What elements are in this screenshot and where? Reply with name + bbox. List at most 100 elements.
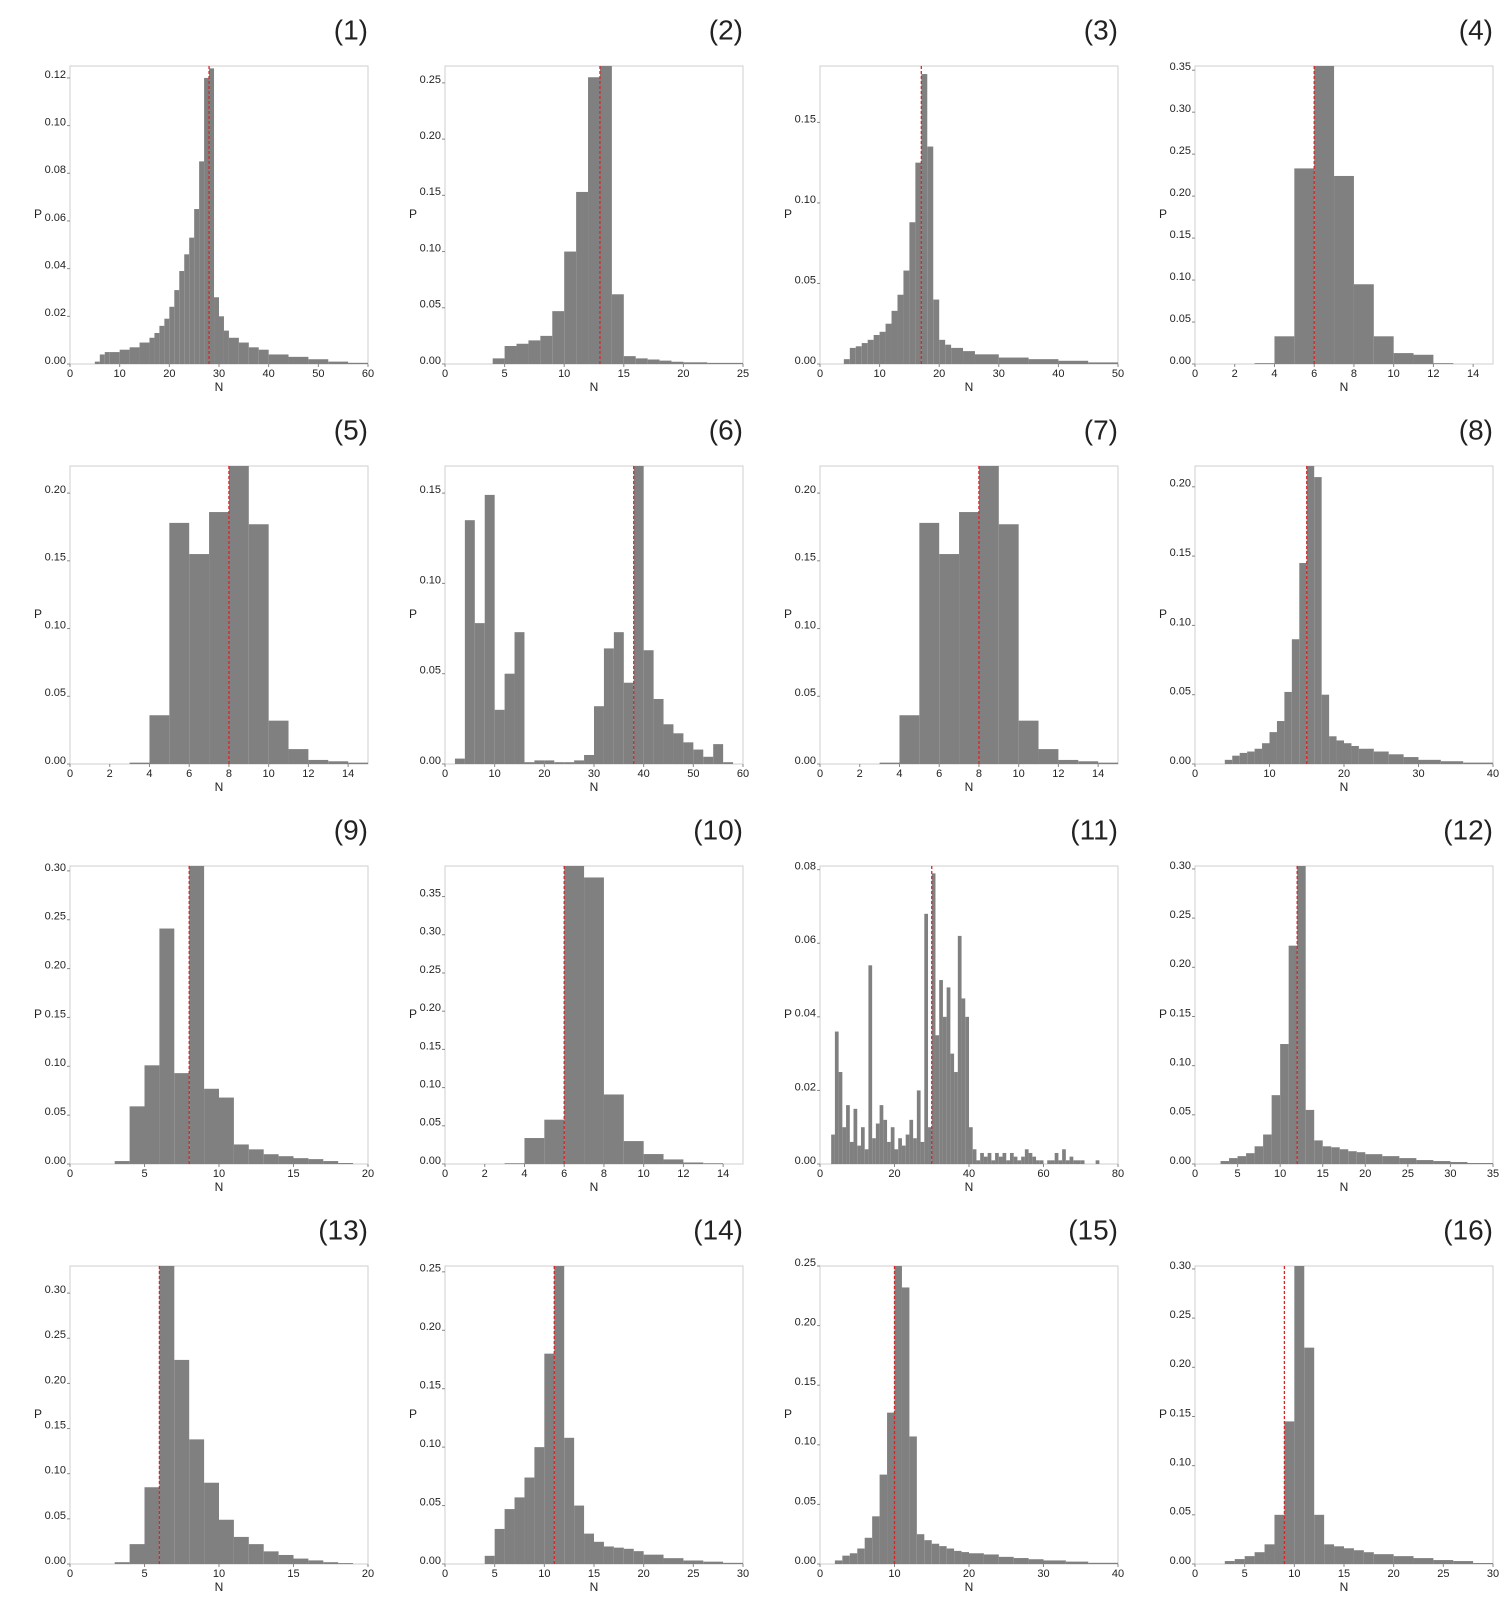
x-axis-label: N: [965, 1580, 974, 1594]
bar: [1062, 1149, 1066, 1164]
bar: [1348, 1151, 1357, 1164]
bar: [707, 362, 743, 364]
histogram-panel: 0.00 0.05 0.10 0.15 0.20 0.25 0 5 10 15 20 25 30 (14)…: [409, 1214, 749, 1594]
bar: [1246, 1153, 1255, 1164]
bar: [1339, 1149, 1349, 1164]
bar: [939, 980, 943, 1164]
x-tick-label: 0: [67, 1168, 73, 1180]
bar: [613, 1547, 624, 1564]
bar: [887, 1141, 891, 1164]
panel-title: (2): [709, 14, 743, 45]
bar: [1284, 691, 1292, 764]
bar: [1329, 736, 1337, 764]
panel-title: (3): [1084, 14, 1118, 45]
x-tick-label: 20: [963, 1568, 975, 1580]
bar: [1263, 1134, 1272, 1164]
x-tick-label: 25: [1437, 1568, 1449, 1580]
histogram-panel: 0.00 0.05 0.10 0.15 0.20 0.25 0.30 0 5 10 15 20 (13)…: [34, 1214, 374, 1594]
y-axis-label: P: [784, 1007, 792, 1021]
bar: [603, 1094, 624, 1164]
x-tick-label: 12: [302, 768, 314, 780]
bar: [1065, 1160, 1070, 1164]
bar: [154, 333, 160, 364]
x-tick-label: 40: [1112, 1568, 1124, 1580]
bar: [454, 758, 465, 764]
bar: [164, 318, 170, 364]
bar: [1334, 175, 1354, 364]
bar: [1013, 1156, 1018, 1164]
y-tick-label: 0.20: [45, 1374, 66, 1386]
x-tick-label: 14: [342, 768, 354, 780]
bar: [574, 760, 585, 764]
bar: [544, 760, 555, 764]
bar: [633, 466, 644, 764]
y-axis-label: P: [34, 607, 42, 621]
panel-title: (13): [318, 1214, 368, 1245]
panel-title: (6): [709, 414, 743, 445]
bar: [1276, 721, 1285, 764]
x-tick-label: 20: [933, 368, 945, 380]
y-tick-label: 0.25: [1170, 145, 1191, 157]
bar: [1463, 762, 1493, 764]
bar: [1077, 1160, 1081, 1164]
x-tick-label: 0: [817, 368, 823, 380]
bar: [1373, 336, 1394, 364]
bar: [1305, 1109, 1315, 1164]
bar: [1058, 360, 1089, 364]
x-axis-label: N: [965, 380, 974, 394]
bar: [894, 1266, 902, 1564]
y-tick-label: 0.15: [45, 552, 66, 564]
bar: [268, 354, 289, 364]
bar: [328, 361, 349, 364]
bar: [1028, 1559, 1044, 1564]
bar: [209, 512, 229, 764]
x-tick-label: 0: [67, 1568, 73, 1580]
bar: [588, 77, 600, 364]
x-tick-label: 40: [1487, 768, 1499, 780]
bar: [633, 1551, 644, 1564]
y-axis-label: P: [409, 1407, 417, 1421]
bar: [1331, 1147, 1340, 1164]
x-axis-label: N: [1340, 780, 1349, 794]
bar: [1294, 1266, 1305, 1564]
bar: [1254, 1146, 1264, 1164]
bar: [899, 715, 920, 764]
bar: [1038, 749, 1059, 764]
bar: [883, 1119, 888, 1164]
bar: [94, 361, 100, 364]
y-tick-label: 0.00: [420, 755, 441, 767]
y-axis-label: P: [1159, 207, 1167, 221]
bar: [909, 222, 916, 364]
y-tick-label: 0.15: [420, 1040, 441, 1052]
bar: [1234, 1559, 1245, 1564]
bar: [248, 524, 269, 764]
x-tick-label: 0: [442, 1168, 448, 1180]
bar: [233, 1536, 249, 1564]
bar: [189, 237, 195, 364]
bar: [831, 1134, 835, 1164]
bar: [928, 1127, 932, 1164]
bar: [1271, 1095, 1281, 1164]
bar: [1237, 1156, 1247, 1164]
bar: [945, 344, 952, 364]
bar: [552, 311, 565, 364]
bar: [838, 1072, 843, 1164]
y-tick-label: 0.15: [1170, 1407, 1191, 1419]
bar: [1269, 732, 1277, 764]
bar: [149, 337, 155, 364]
bar: [991, 1160, 996, 1164]
x-axis-label: N: [590, 1580, 599, 1594]
bar: [219, 1519, 234, 1564]
bar: [1018, 720, 1039, 764]
y-tick-label: 0.00: [45, 355, 66, 367]
y-tick-label: 0.05: [420, 1496, 441, 1508]
bar: [969, 1127, 973, 1164]
bar: [584, 754, 594, 764]
bar: [924, 913, 929, 1164]
x-tick-label: 4: [146, 768, 152, 780]
bar: [1453, 1561, 1474, 1564]
x-tick-label: 0: [817, 1568, 823, 1580]
x-tick-label: 20: [163, 368, 175, 380]
bar: [328, 761, 349, 764]
